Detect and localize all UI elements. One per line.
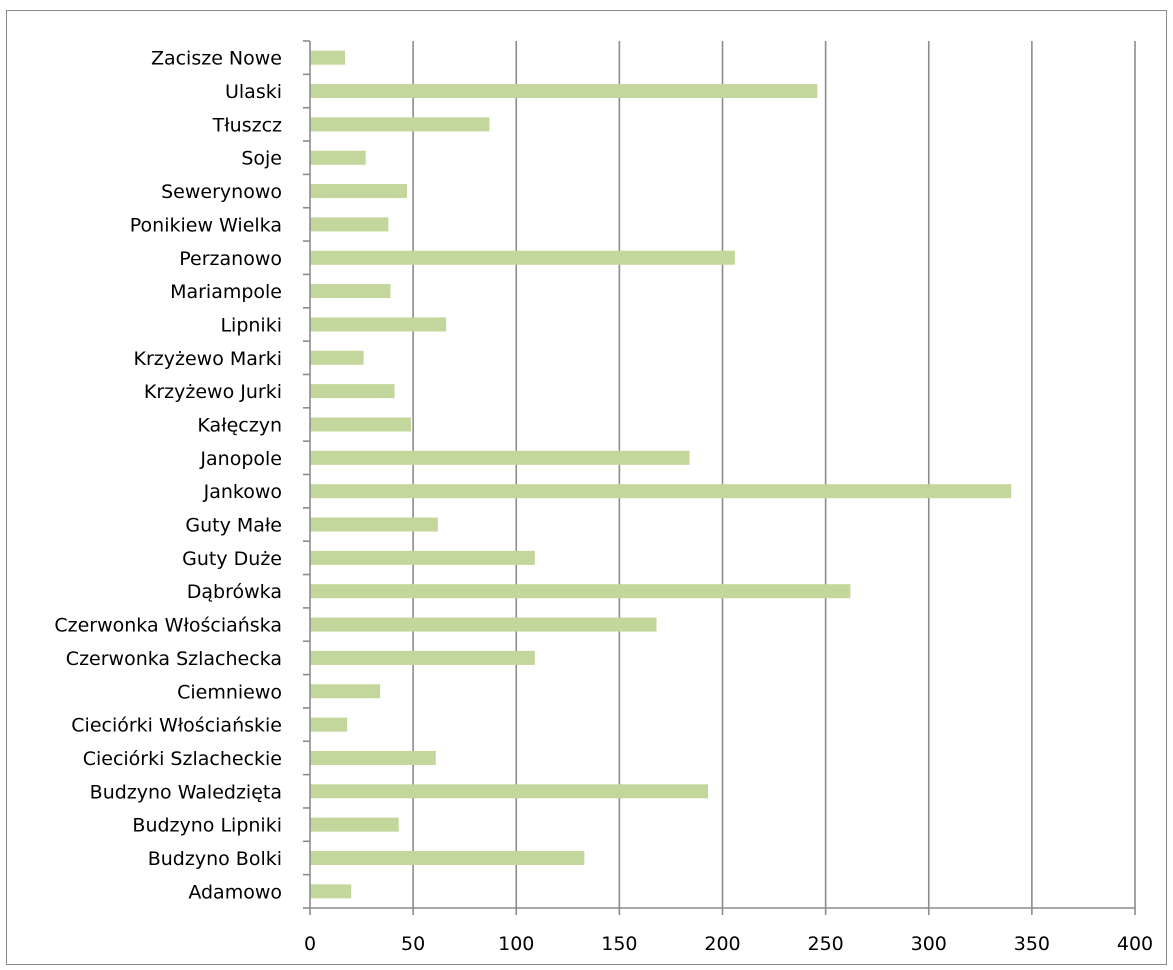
category-label: Janopole: [199, 448, 282, 470]
bar-lipniki: [310, 317, 447, 332]
bar-adamowo: [310, 884, 352, 899]
category-label: Budzyno Bolki: [148, 848, 282, 870]
bar-sewerynowo: [310, 184, 407, 199]
bar-guty-duże: [310, 550, 535, 565]
x-tick-label: 300: [911, 933, 947, 955]
bar-ponikiew-wielka: [310, 217, 389, 232]
category-label: Lipniki: [220, 314, 282, 336]
category-label: Guty Duże: [182, 548, 282, 570]
bar-budzyno-waledzięta: [310, 784, 709, 799]
x-tick-label: 250: [807, 933, 843, 955]
category-label: Adamowo: [188, 881, 282, 903]
bar-czerwonka-włościańska: [310, 617, 657, 632]
x-tick-label: 350: [1014, 933, 1050, 955]
bar-krzyżewo-jurki: [310, 384, 395, 399]
bar-krzyżewo-marki: [310, 350, 364, 365]
category-label: Zacisze Nowe: [151, 48, 282, 70]
category-label: Krzyżewo Marki: [134, 348, 282, 370]
bar-perzanowo: [310, 250, 735, 265]
category-label: Tłuszcz: [212, 114, 282, 136]
category-label: Guty Małe: [185, 515, 282, 537]
category-label: Perzanowo: [179, 248, 282, 270]
category-label: Ulaski: [225, 81, 282, 103]
bar-budzyno-lipniki: [310, 817, 399, 832]
bar-janopole: [310, 450, 690, 465]
category-label: Ponikiew Wielka: [130, 214, 282, 236]
bar-dąbrówka: [310, 584, 851, 599]
category-label: Mariampole: [170, 281, 282, 303]
bar-ulaski: [310, 84, 818, 99]
bar-soje: [310, 150, 366, 165]
category-label: Cieciórki Szlacheckie: [83, 748, 282, 770]
bar-budzyno-bolki: [310, 850, 585, 865]
bar-mariampole: [310, 284, 391, 299]
x-tick-label: 100: [498, 933, 534, 955]
x-tick-label: 0: [304, 933, 316, 955]
x-tick-label: 150: [601, 933, 637, 955]
bar-tłuszcz: [310, 117, 490, 132]
x-tick-label: 50: [401, 933, 425, 955]
category-label: Budzyno Waledzięta: [90, 781, 282, 803]
bar-kałęczyn: [310, 417, 412, 432]
category-label: Dąbrówka: [187, 581, 282, 603]
category-label: Czerwonka Szlachecka: [66, 648, 282, 670]
x-tick-label: 400: [1117, 933, 1153, 955]
category-label: Ciemniewo: [177, 681, 282, 703]
bar-cieciórki-szlacheckie: [310, 750, 436, 765]
bar-zacisze-nowe: [310, 50, 346, 65]
bar-czerwonka-szlachecka: [310, 650, 535, 665]
category-label: Budzyno Lipniki: [132, 815, 282, 837]
category-label: Soje: [241, 148, 282, 170]
bar-guty-małe: [310, 517, 438, 532]
category-label: Czerwonka Włościańska: [54, 615, 282, 637]
x-tick-label: 200: [704, 933, 740, 955]
bar-cieciórki-włościańskie: [310, 717, 348, 732]
category-label: Sewerynowo: [161, 181, 282, 203]
bar-jankowo: [310, 484, 1012, 499]
bar-ciemniewo: [310, 684, 381, 699]
category-label: Krzyżewo Jurki: [144, 381, 282, 403]
category-label: Kałęczyn: [197, 414, 282, 436]
category-label: Jankowo: [203, 481, 282, 503]
category-label: Cieciórki Włościańskie: [71, 715, 282, 737]
